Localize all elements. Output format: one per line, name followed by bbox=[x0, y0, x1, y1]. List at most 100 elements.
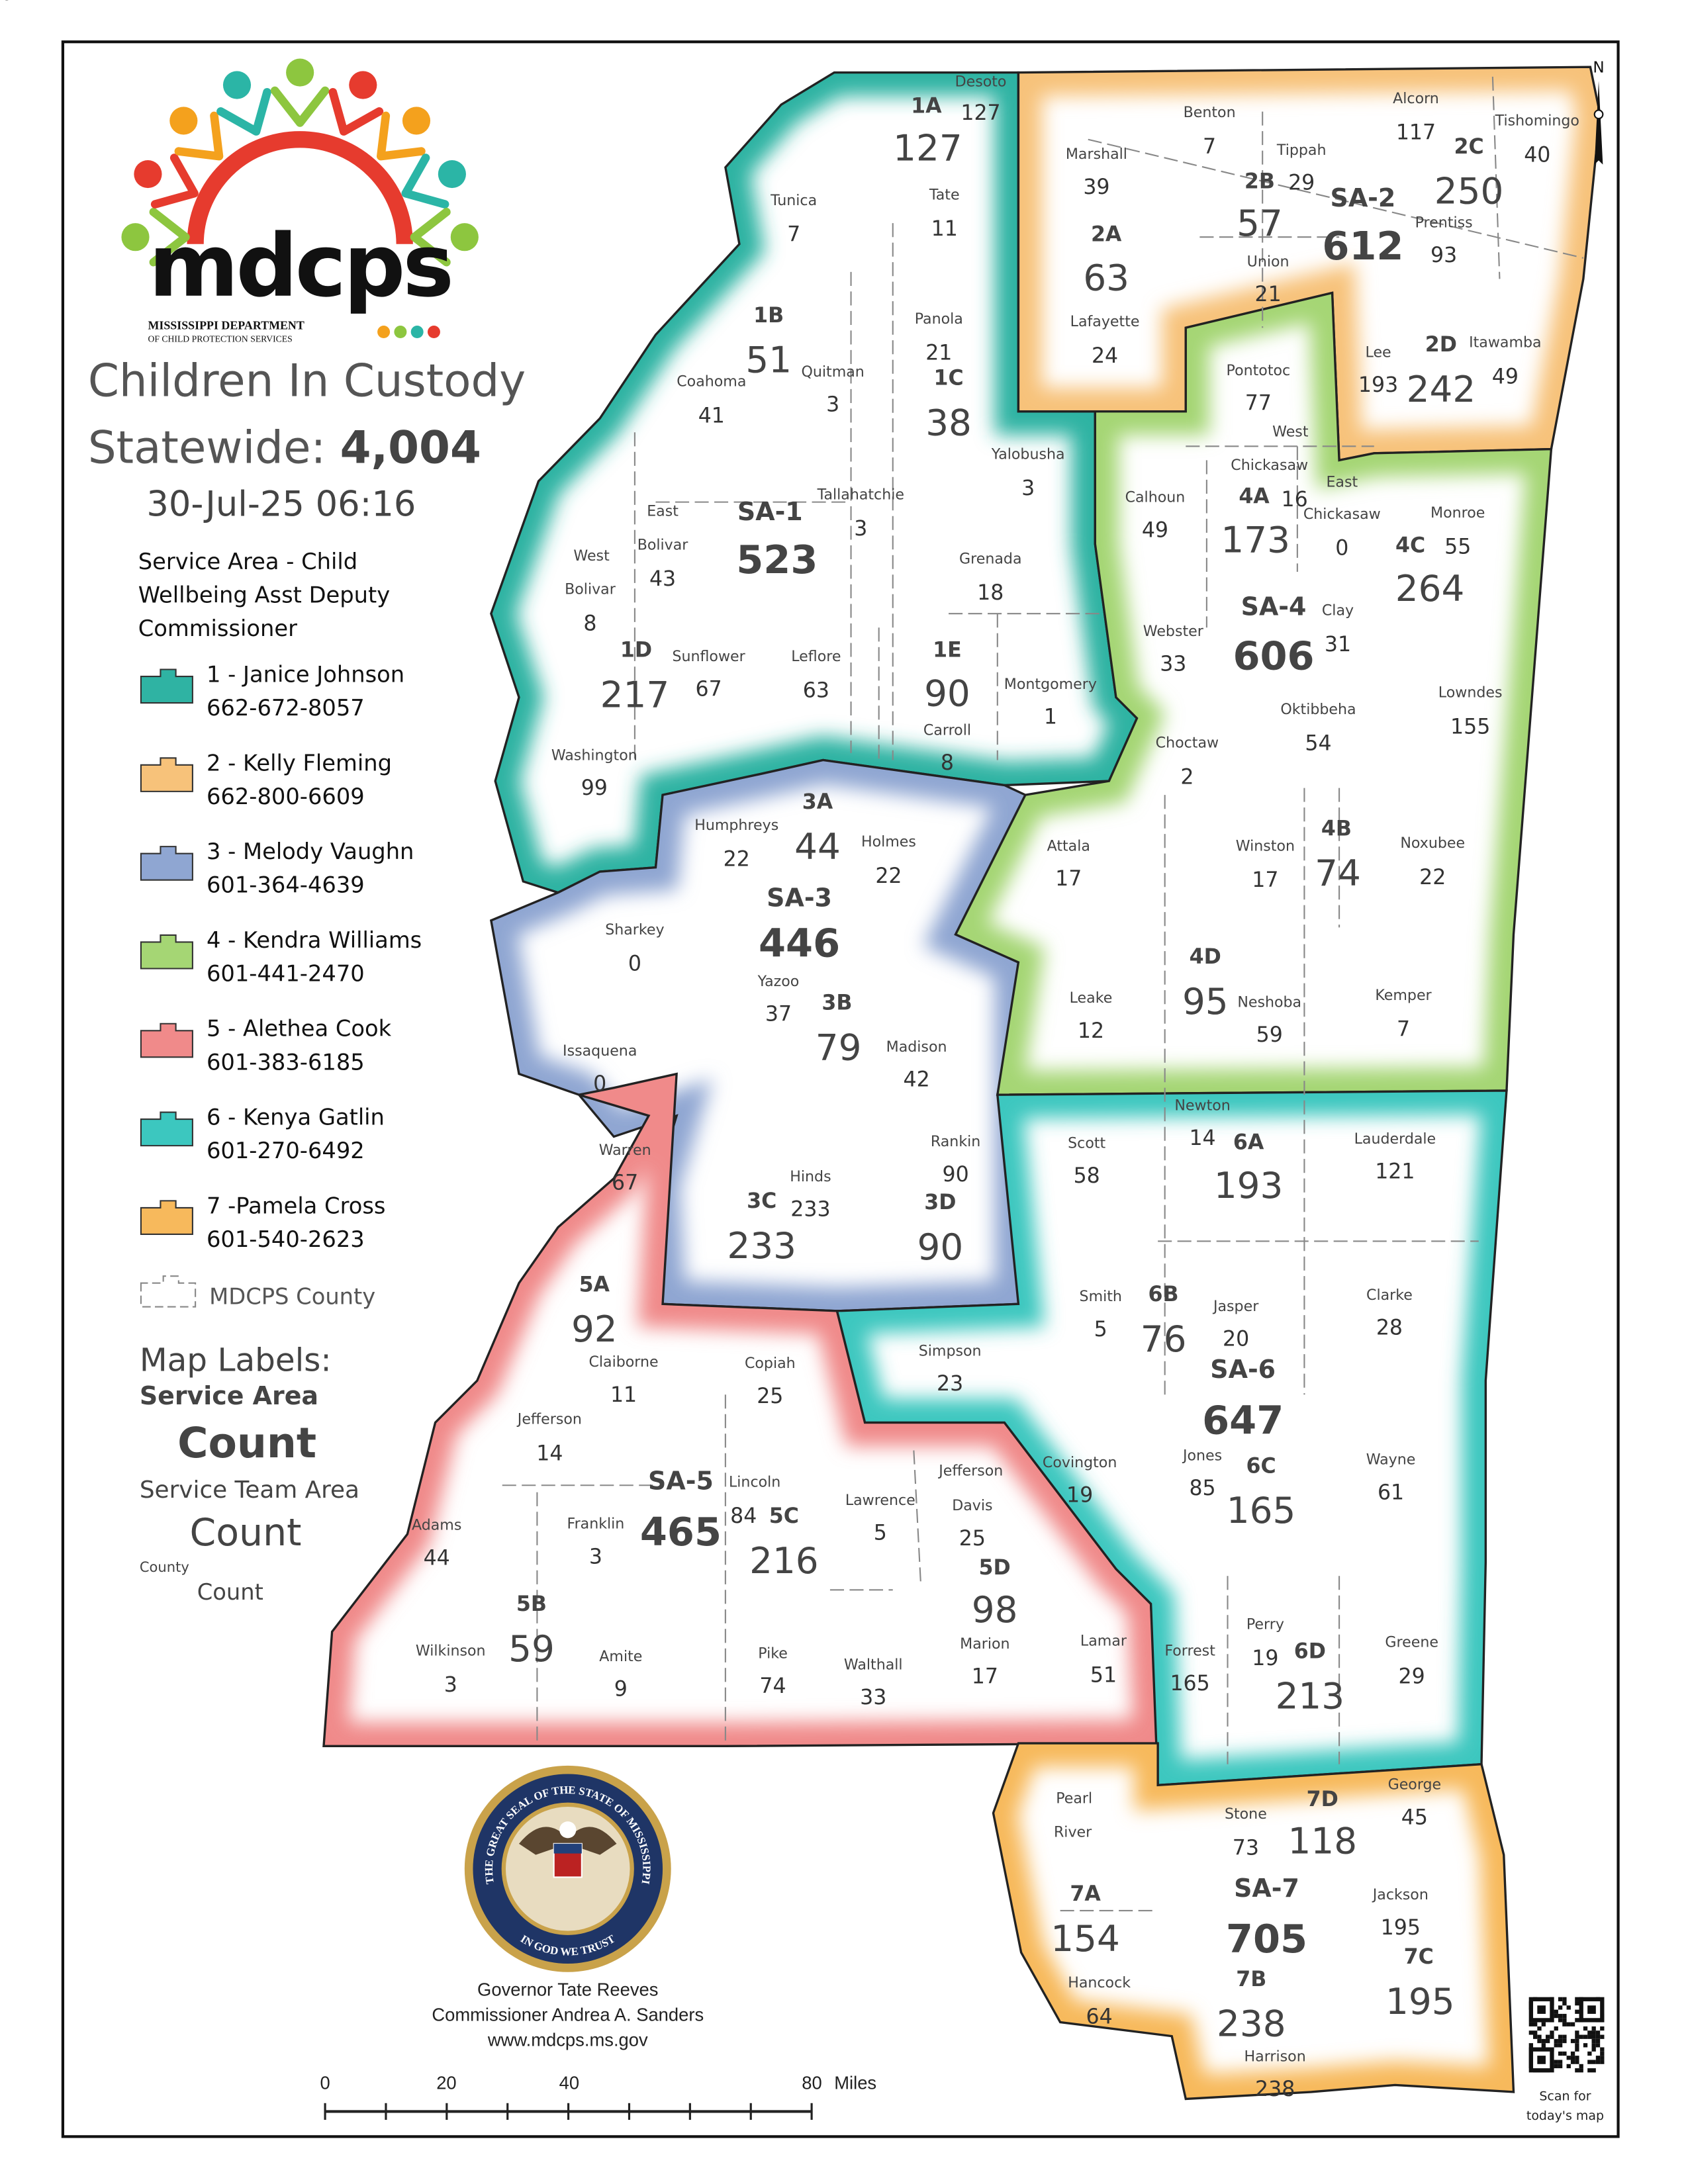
county-swatch bbox=[140, 1275, 197, 1308]
county-name-claiborne: Claiborne bbox=[588, 1353, 658, 1371]
service-area-boundary bbox=[992, 1742, 1515, 2101]
county-count-covington: 19 bbox=[1066, 1484, 1093, 1508]
county-name-adams: Adams bbox=[412, 1517, 461, 1534]
county-name-lamar: Lamar bbox=[1080, 1633, 1127, 1650]
logo-subtitle-1: MISSISSIPPI DEPARTMENT bbox=[148, 318, 304, 332]
service-area-region-sa-5 bbox=[322, 1072, 1159, 1747]
service-area-label-sa-2: SA-2 bbox=[1331, 183, 1396, 212]
map-labels-heading: Map Labels: bbox=[140, 1342, 332, 1379]
service-area-label-sa-3: SA-3 bbox=[767, 884, 832, 913]
team-area-label-5a: 5A bbox=[579, 1273, 610, 1297]
petal-head bbox=[402, 107, 431, 135]
petal-head bbox=[349, 71, 377, 99]
statewide-count: 4,004 bbox=[340, 422, 481, 474]
legend-swatch bbox=[140, 1023, 193, 1058]
logo-dot bbox=[394, 326, 407, 339]
county-count-george: 45 bbox=[1401, 1805, 1428, 1829]
scale-tick-label: 20 bbox=[436, 2073, 456, 2093]
county-count-tishomingo: 40 bbox=[1524, 143, 1550, 167]
north-label: N bbox=[1593, 59, 1604, 77]
county-name-coahoma: Coahoma bbox=[677, 373, 746, 390]
county-count-prentiss: 93 bbox=[1430, 244, 1457, 267]
team-area-label-3d: 3D bbox=[924, 1191, 956, 1214]
logo-wordmark: mdcps bbox=[149, 216, 451, 316]
county-count-perry: 19 bbox=[1252, 1647, 1278, 1670]
map-labels-team-count: Count bbox=[190, 1511, 302, 1555]
county-name-yalobusha: Yalobusha bbox=[991, 445, 1065, 463]
legend-item-label: 1 - Janice Johnson bbox=[207, 661, 404, 687]
county-name-washington: Washington bbox=[551, 747, 637, 764]
county-name-holmes: Holmes bbox=[861, 833, 916, 850]
team-area-label-5b: 5B bbox=[516, 1592, 547, 1616]
county-count-lamar: 51 bbox=[1090, 1663, 1117, 1687]
logo-dot bbox=[377, 326, 391, 339]
legend-items: 1 - Janice Johnson 662-672-8057 2 - Kelly … bbox=[140, 661, 422, 1252]
county-count-desoto: 127 bbox=[961, 101, 1000, 125]
team-area-count-2b: 57 bbox=[1237, 202, 1283, 244]
team-area-count-5b: 59 bbox=[508, 1627, 555, 1670]
legend-heading: Wellbeing Asst Deputy bbox=[138, 582, 390, 608]
team-area-label-1d: 1D bbox=[620, 639, 652, 662]
team-area-label-3c: 3C bbox=[747, 1189, 776, 1213]
county-count-jackson: 195 bbox=[1381, 1916, 1421, 1940]
team-area-count-3d: 90 bbox=[917, 1226, 964, 1268]
team-area-count-1a: 127 bbox=[893, 126, 962, 169]
legend-item-label: 2 - Kelly Fleming bbox=[207, 750, 392, 776]
legend-item: 7 -Pamela Cross 601-540-2623 bbox=[140, 1193, 385, 1252]
team-area-label-7d: 7D bbox=[1307, 1788, 1338, 1811]
county-count-leake: 12 bbox=[1078, 1019, 1104, 1043]
county-name-west-chickasaw: West Chickasaw bbox=[1231, 424, 1309, 475]
county-count-hinds: 233 bbox=[790, 1198, 830, 1222]
website-link-text[interactable]: www.mdcps.ms.gov bbox=[487, 2029, 648, 2050]
legend-swatch bbox=[140, 934, 193, 970]
county-count-tippah: 29 bbox=[1288, 171, 1315, 195]
map-labels-team-area: Service Team Area bbox=[140, 1477, 359, 1504]
service-area-boundary bbox=[835, 1089, 1508, 1787]
county-name-clay: Clay bbox=[1322, 602, 1354, 619]
logo-dot bbox=[427, 326, 440, 339]
title-line-2: Statewide: 4,004 bbox=[88, 422, 481, 474]
county-name-newton: Newton bbox=[1174, 1097, 1230, 1114]
county-boundaries bbox=[502, 76, 1584, 1912]
service-area-count-sa-5: 465 bbox=[640, 1509, 722, 1555]
legend-swatch bbox=[140, 668, 193, 704]
county-name-rankin: Rankin bbox=[931, 1133, 980, 1150]
team-area-label-1a: 1A bbox=[911, 95, 942, 118]
service-area-label-sa-6: SA-6 bbox=[1210, 1355, 1276, 1384]
qr-code[interactable] bbox=[1528, 1997, 1605, 2073]
service-area-count-sa-2: 612 bbox=[1322, 223, 1403, 269]
county-count-washington: 99 bbox=[581, 776, 608, 800]
county-name-choctaw: Choctaw bbox=[1156, 735, 1219, 752]
county-name-lowndes: Lowndes bbox=[1438, 684, 1503, 702]
county-name-winston: Winston bbox=[1236, 837, 1295, 854]
county-count-yalobusha: 3 bbox=[1021, 477, 1035, 500]
legend: Service Area - Child Wellbeing Asst Depu… bbox=[138, 549, 422, 1605]
county-count-union: 21 bbox=[1255, 283, 1282, 306]
county-count-smith: 5 bbox=[1094, 1318, 1107, 1342]
county-count-neshoba: 59 bbox=[1256, 1023, 1283, 1047]
petal-arms bbox=[328, 87, 384, 136]
county-name-east-bolivar: East Bolivar bbox=[637, 503, 689, 554]
county-name-leflore: Leflore bbox=[791, 648, 841, 665]
team-area-label-5c: 5C bbox=[769, 1504, 799, 1528]
team-area-label-1b: 1B bbox=[753, 304, 784, 328]
petal-head bbox=[286, 58, 314, 87]
county-name-madison: Madison bbox=[886, 1038, 947, 1056]
county-name-wayne: Wayne bbox=[1366, 1451, 1416, 1469]
team-area-count-7d: 118 bbox=[1288, 1820, 1358, 1862]
website-link[interactable]: www.mdcps.ms.gov bbox=[487, 2029, 648, 2050]
county-count-greene: 29 bbox=[1399, 1664, 1425, 1688]
county-name-walthall: Walthall bbox=[844, 1656, 903, 1673]
team-area-label-3a: 3A bbox=[802, 790, 833, 814]
county-count-yazoo: 37 bbox=[765, 1003, 792, 1026]
service-area-label-sa-1: SA-1 bbox=[737, 497, 803, 526]
team-area-count-4d: 95 bbox=[1182, 980, 1229, 1023]
county-count-panola: 21 bbox=[925, 341, 952, 365]
county-count-benton: 7 bbox=[1203, 135, 1216, 159]
legend-item-label: 5 - Alethea Cook bbox=[207, 1016, 392, 1042]
county-name-west-bolivar: West Bolivar bbox=[565, 547, 616, 598]
service-area-label-sa-4: SA-4 bbox=[1241, 592, 1307, 621]
north-arrow-hub bbox=[1593, 109, 1604, 120]
county-name-covington: Covington bbox=[1043, 1454, 1117, 1471]
sun-arc bbox=[187, 131, 413, 244]
